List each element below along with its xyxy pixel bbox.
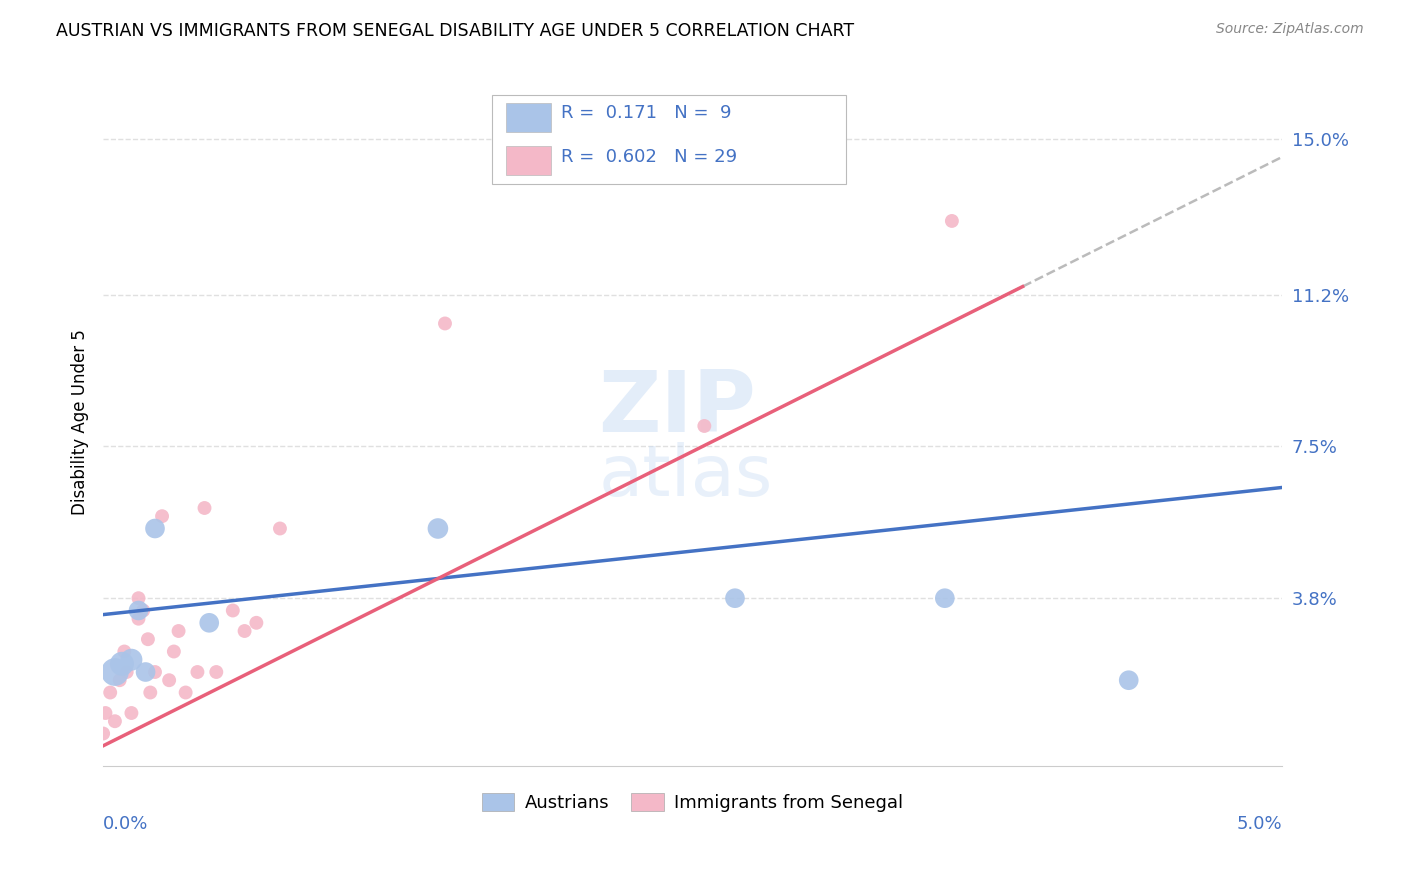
Point: [163, 644, 186, 658]
FancyBboxPatch shape: [506, 146, 551, 175]
Legend: Austrians, Immigrants from Senegal: Austrians, Immigrants from Senegal: [474, 786, 911, 819]
Point: [150, 509, 173, 524]
Point: [120, 653, 142, 667]
Point: [1118, 673, 1140, 688]
Point: [112, 644, 135, 658]
Point: [222, 603, 245, 617]
Point: [143, 521, 166, 535]
Point: [115, 665, 138, 679]
Point: [174, 685, 197, 699]
Text: AUSTRIAN VS IMMIGRANTS FROM SENEGAL DISABILITY AGE UNDER 5 CORRELATION CHART: AUSTRIAN VS IMMIGRANTS FROM SENEGAL DISA…: [56, 22, 855, 40]
Point: [934, 591, 956, 606]
Text: R =  0.171   N =  9: R = 0.171 N = 9: [561, 104, 731, 122]
Point: [193, 500, 215, 515]
Point: [128, 591, 150, 606]
Point: [157, 673, 180, 688]
Point: [693, 419, 716, 434]
FancyBboxPatch shape: [506, 103, 551, 132]
Point: [245, 615, 267, 630]
Point: [167, 624, 190, 638]
Point: [104, 714, 127, 729]
Point: [724, 591, 747, 606]
Y-axis label: Disability Age Under 5: Disability Age Under 5: [72, 329, 89, 515]
Point: [269, 521, 291, 535]
Text: atlas: atlas: [598, 442, 773, 511]
Point: [120, 706, 142, 720]
Point: [128, 603, 150, 617]
Point: [108, 673, 131, 688]
Point: [91, 726, 114, 740]
Point: [128, 612, 150, 626]
Point: [941, 214, 963, 228]
Text: R =  0.602   N = 29: R = 0.602 N = 29: [561, 148, 737, 166]
Point: [98, 685, 121, 699]
Point: [139, 685, 162, 699]
Point: [233, 624, 256, 638]
Text: Source: ZipAtlas.com: Source: ZipAtlas.com: [1216, 22, 1364, 37]
Point: [186, 665, 208, 679]
Text: ZIP: ZIP: [598, 367, 756, 450]
Point: [111, 657, 134, 671]
Point: [94, 706, 117, 720]
Point: [132, 603, 155, 617]
Point: [198, 615, 221, 630]
Point: [205, 665, 228, 679]
Point: [426, 521, 449, 535]
FancyBboxPatch shape: [492, 95, 846, 185]
Point: [135, 665, 157, 679]
Text: 5.0%: 5.0%: [1236, 814, 1282, 832]
Point: [136, 632, 159, 647]
Text: 0.0%: 0.0%: [103, 814, 149, 832]
Point: [433, 317, 456, 331]
Point: [104, 665, 127, 679]
Point: [143, 665, 166, 679]
